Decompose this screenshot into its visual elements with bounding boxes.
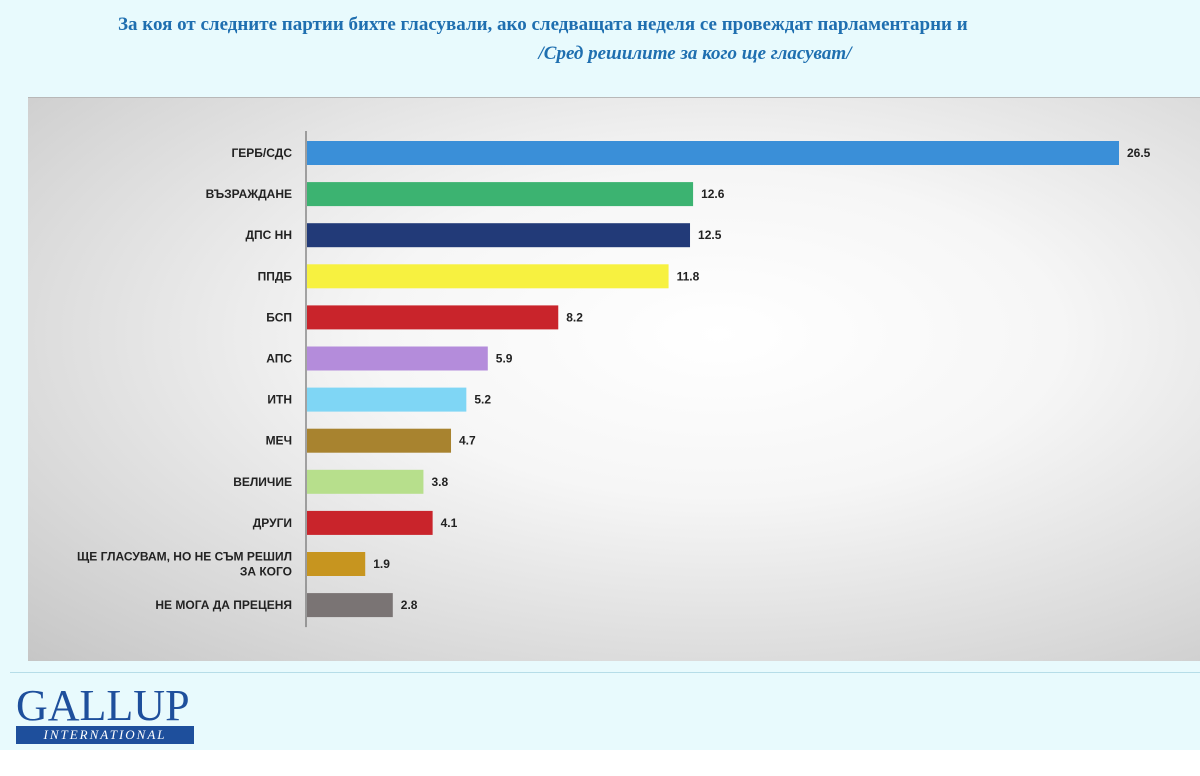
- divider: [10, 672, 1200, 673]
- chart-title: За коя от следните партии бихте гласувал…: [118, 14, 968, 35]
- category-label: ИТН: [267, 393, 292, 407]
- data-label: 5.9: [496, 352, 513, 366]
- category-label: АПС: [266, 352, 292, 366]
- chart-panel: 26.5 ГЕРБ/СДС 12.6 ВЪЗРАЖДАНЕ 12.5 ДПС НН 11.8…: [28, 97, 1200, 661]
- data-label: 2.8: [401, 598, 418, 612]
- data-label: 11.8: [677, 269, 700, 283]
- chart-subtitle: /Сред решилите за кого ще гласуват/: [538, 43, 852, 64]
- category-label: ВЕЛИЧИЕ: [233, 475, 292, 489]
- data-label: 12.6: [701, 187, 725, 201]
- category-label: БСП: [266, 310, 292, 324]
- bar: [307, 141, 1119, 165]
- data-label: 26.5: [1127, 146, 1151, 160]
- bar: [307, 428, 452, 453]
- category-label: НЕ МОГА ДА ПРЕЦЕНЯ: [155, 598, 292, 612]
- bar: [307, 182, 694, 207]
- data-label: 4.7: [459, 434, 476, 448]
- bar: [307, 510, 433, 535]
- data-label: 5.2: [474, 393, 491, 407]
- data-label: 4.1: [441, 516, 458, 530]
- category-label: ППДБ: [258, 269, 293, 283]
- bar: [307, 346, 488, 371]
- bar: [307, 469, 424, 494]
- bar: [307, 387, 467, 412]
- category-label: ДРУГИ: [253, 516, 292, 530]
- category-label: ВЪЗРАЖДАНЕ: [206, 187, 292, 201]
- bar: [307, 223, 691, 248]
- logo-main-text: GALLUP: [16, 681, 190, 730]
- data-label: 8.2: [566, 310, 583, 324]
- slide: За коя от следните партии бихте гласувал…: [0, 0, 1200, 750]
- category-label: ГЕРБ/СДС: [232, 146, 293, 160]
- logo-sub-text: INTERNATIONAL: [16, 726, 194, 744]
- data-label: 3.8: [431, 475, 448, 489]
- category-label: МЕЧ: [266, 434, 292, 448]
- gallup-logo: GALLUP INTERNATIONAL: [16, 684, 196, 750]
- bar: [307, 552, 366, 576]
- bar: [307, 264, 669, 289]
- category-label: ЩЕ ГЛАСУВАМ, НО НЕ СЪМ РЕШИЛ: [77, 550, 292, 564]
- data-label: 1.9: [373, 557, 390, 571]
- bar: [307, 305, 559, 330]
- bar-chart: 26.5 ГЕРБ/СДС 12.6 ВЪЗРАЖДАНЕ 12.5 ДПС НН 11.8…: [77, 131, 1151, 628]
- category-label: ЗА КОГО: [240, 565, 292, 579]
- bar: [307, 593, 393, 618]
- category-label: ДПС НН: [245, 228, 292, 242]
- data-label: 12.5: [698, 228, 722, 242]
